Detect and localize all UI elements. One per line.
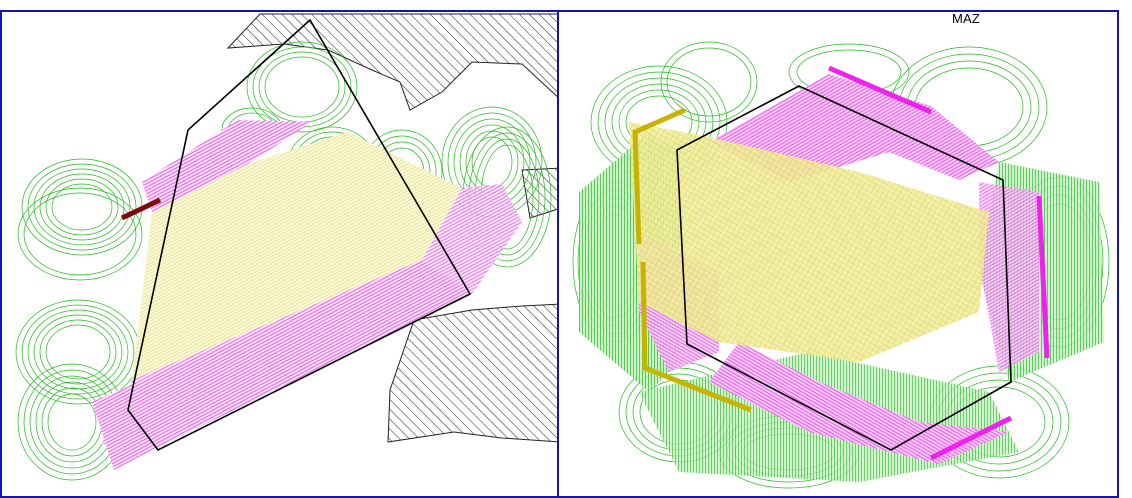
panel-label: MAZ [952, 11, 981, 26]
left-coverage-panel [0, 10, 559, 498]
pass-marker-yellow [632, 107, 687, 245]
pass-region-magenta-bottom [709, 342, 1009, 464]
pass-marker-magenta-top [828, 65, 932, 115]
right-coverage-panel [557, 10, 1119, 498]
pass-region-magenta-mid [102, 184, 522, 450]
pass-region-magenta-right [979, 182, 1039, 372]
obstacle-bottom-right [387, 303, 557, 443]
start-marker [120, 197, 162, 221]
field-boundary [676, 85, 1012, 451]
pass-region-yellow [629, 122, 989, 362]
pass-region-yellow [132, 132, 462, 380]
left-coverage-diagram [15, 13, 557, 481]
right-coverage-diagram [572, 41, 1110, 489]
pass-marker-magenta-bottom [929, 415, 1013, 461]
field-boundary [127, 18, 472, 452]
obstacle-top-right [226, 13, 557, 111]
pass-marker-magenta-right [1036, 195, 1050, 359]
pass-marker-yellow-lower [640, 261, 752, 413]
pass-region-magenta-upper [142, 120, 312, 212]
obstacle-right-edge [521, 167, 557, 219]
